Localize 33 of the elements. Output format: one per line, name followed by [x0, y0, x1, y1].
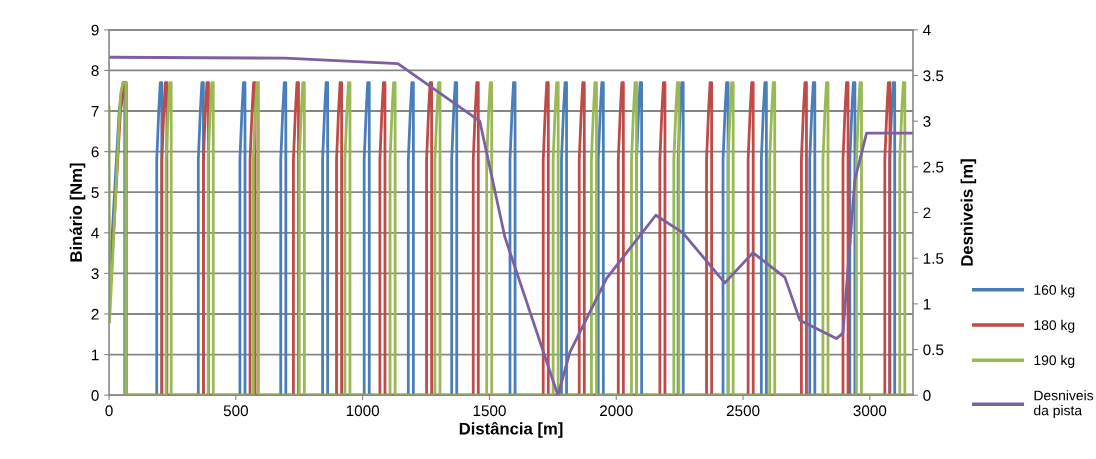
y-axis-title: Binário [Nm]	[69, 163, 86, 262]
x-tick-label: 0	[105, 405, 113, 417]
y-tick-label: 8	[91, 65, 99, 77]
x-tick-label: 2000	[600, 405, 633, 417]
legend-label: 180 kg	[1034, 319, 1075, 333]
y-tick-label: 6	[91, 146, 99, 158]
y-tick-label: 5	[91, 187, 99, 198]
y-tick-label: 2	[91, 308, 99, 320]
y2-tick-label: 2.5	[923, 161, 944, 173]
x-axis-title: Distância [m]	[459, 421, 563, 438]
x-tick-label: 1000	[346, 405, 380, 417]
y-tick-label: 3	[91, 268, 99, 280]
y2-tick-label: 3	[923, 116, 931, 127]
x-tick-label: 1500	[473, 405, 506, 417]
y-tick-label: 0	[91, 390, 99, 401]
legend-label: 190 kg	[1034, 354, 1075, 368]
y-tick-label: 4	[91, 227, 99, 239]
y2-tick-label: 2	[923, 207, 931, 219]
y2-axis-title: Desniveis [m]	[960, 159, 977, 266]
y-tick-label: 7	[91, 106, 99, 117]
y-tick-label: 9	[91, 24, 99, 36]
legend-label: Desniveis da pista	[1034, 390, 1094, 419]
x-tick-label: 3000	[853, 405, 887, 417]
x-tick-label: 500	[223, 405, 248, 417]
y2-tick-label: 4	[923, 24, 931, 36]
y2-tick-label: 0.5	[923, 344, 944, 356]
y-tick-label: 1	[92, 349, 99, 361]
legend-label: 160 kg	[1034, 284, 1075, 298]
y2-tick-label: 0	[923, 390, 931, 401]
y2-tick-label: 3.5	[923, 70, 944, 82]
y2-tick-label: 1.5	[923, 253, 944, 264]
x-tick-label: 2500	[726, 405, 760, 417]
y2-tick-label: 1	[923, 298, 931, 310]
